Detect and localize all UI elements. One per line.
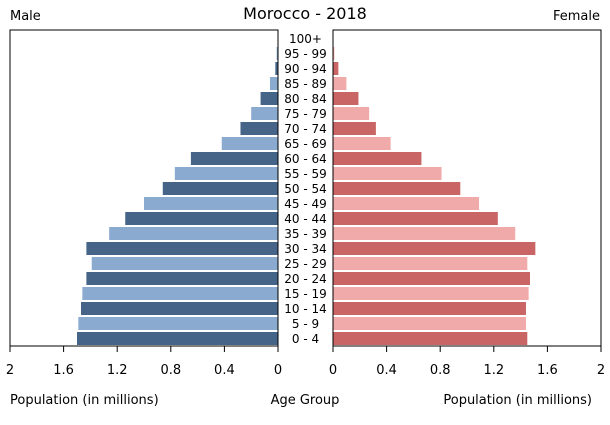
age-group-label: 85 - 89 [284,77,327,91]
male-bar-45-49 [144,197,278,210]
female-x-tick-label: 0.4 [376,363,397,378]
male-bar-0-4 [77,332,278,345]
female-bar-30-34 [333,242,536,255]
female-x-tick-label: 1.2 [483,363,504,378]
female-x-tick-label: 0.8 [430,363,451,378]
female-bar-40-44 [333,212,498,225]
age-group-label: 20 - 24 [284,272,327,286]
female-plot-frame [332,29,602,347]
male-bar-80-84 [260,92,278,105]
age-group-label: 55 - 59 [284,167,327,181]
female-bar-60-64 [333,152,422,165]
age-group-label: 95 - 99 [284,47,327,61]
female-bar-5-9 [333,317,526,330]
age-group-label: 80 - 84 [284,92,327,106]
male-x-tick-label: 1.2 [107,363,128,378]
male-bar-40-44 [125,212,279,225]
age-group-label: 70 - 74 [284,122,327,136]
female-bar-75-79 [333,107,370,120]
female-bar-70-74 [333,122,376,135]
female-bar-0-4 [333,332,528,345]
female-bar-25-29 [333,257,528,270]
female-x-tick-label: 2 [597,363,605,378]
age-group-label: 90 - 94 [284,62,327,76]
male-bar-55-59 [174,167,278,180]
male-bar-20-24 [86,272,278,285]
male-bar-5-9 [78,317,278,330]
chart-title: Morocco - 2018 [243,4,367,23]
age-group-label: 15 - 19 [284,287,327,301]
female-bar-80-84 [333,92,359,105]
male-label: Male [10,9,41,24]
male-x-tick-label: 0.8 [160,363,181,378]
age-group-label: 75 - 79 [284,107,327,121]
female-bar-65-69 [333,137,391,150]
male-bar-60-64 [190,152,278,165]
age-group-label: 65 - 69 [284,137,327,151]
x-axis-label-right: Population (in millions) [443,393,592,408]
age-group-axis-label: Age Group [270,393,340,408]
age-group-label: 35 - 39 [284,227,327,241]
x-axis-label-left: Population (in millions) [10,393,159,408]
male-bar-30-34 [86,242,278,255]
female-bar-95-99 [333,47,335,60]
age-group-label: 50 - 54 [284,182,327,196]
age-group-label: 25 - 29 [284,257,327,271]
age-group-label: 5 - 9 [292,317,319,331]
age-group-label: 10 - 14 [284,302,327,316]
male-bar-75-79 [251,107,278,120]
male-x-tick-label: 2 [6,363,14,378]
female-bar-85-89 [333,77,347,90]
male-bar-85-89 [269,77,278,90]
female-bar-90-94 [333,62,339,75]
age-group-label: 60 - 64 [284,152,327,166]
age-group-label: 40 - 44 [284,212,327,226]
female-x-tick-label: 0 [329,363,337,378]
male-bar-65-69 [221,137,278,150]
female-bar-55-59 [333,167,442,180]
male-plot-frame [9,29,279,347]
female-bar-20-24 [333,272,530,285]
male-bar-70-74 [240,122,278,135]
female-x-tick-label: 1.6 [537,363,558,378]
female-bar-45-49 [333,197,480,210]
age-group-label: 100+ [289,32,322,46]
male-bar-15-19 [82,287,278,300]
male-bar-95-99 [276,47,278,60]
male-bar-35-39 [109,227,278,240]
male-bar-10-14 [81,302,279,315]
female-bar-50-54 [333,182,461,195]
male-x-tick-label: 1.6 [53,363,74,378]
female-label: Female [552,9,600,24]
age-group-label: 0 - 4 [292,332,319,346]
male-x-tick-label: 0.4 [214,363,235,378]
male-bar-25-29 [91,257,279,270]
age-group-label: 45 - 49 [284,197,327,211]
male-bar-50-54 [162,182,278,195]
male-x-tick-label: 0 [274,363,282,378]
male-bar-90-94 [275,62,278,75]
age-group-label: 30 - 34 [284,242,327,256]
female-bar-35-39 [333,227,516,240]
female-bar-10-14 [333,302,526,315]
female-bar-15-19 [333,287,529,300]
